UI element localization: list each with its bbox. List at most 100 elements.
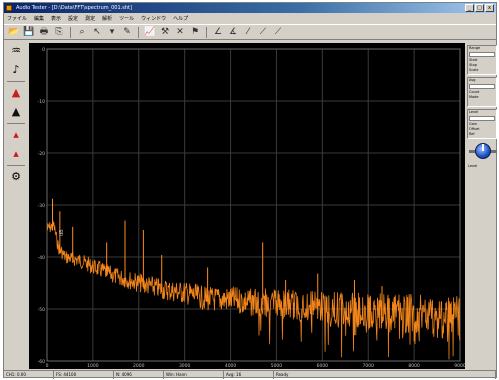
maximize-button[interactable]: □	[475, 4, 484, 12]
red-marker-icon: ▴	[13, 128, 19, 141]
line-a-icon: ∠	[213, 27, 223, 37]
knob-label: Level	[468, 164, 478, 168]
panel-input-field[interactable]	[469, 52, 495, 57]
right-control-panel: Range Start Stop Scale Avg Count Mode Level Ga…	[467, 43, 497, 369]
panel-input-field[interactable]	[469, 116, 495, 121]
menu-settings[interactable]: 設定	[68, 16, 79, 22]
y-tick-label: -30	[38, 203, 45, 209]
palette-separator	[7, 123, 25, 124]
menu-analysis[interactable]: 解析	[102, 16, 113, 22]
status-average: Avg: 16	[224, 371, 274, 379]
waveform-tool-button[interactable]: ♒	[6, 43, 26, 59]
panel-field-label: Mode	[469, 95, 479, 99]
black-probe-tool-button[interactable]: ▲	[6, 104, 26, 120]
level-knob-control[interactable]	[469, 141, 497, 163]
status-sample-rate: FS: 44100	[54, 371, 114, 379]
y-tick-label: -20	[38, 151, 45, 157]
y-tick-label: -10	[38, 99, 45, 105]
zoom-icon: ⌕	[79, 27, 85, 37]
panel-field-label: Offset	[469, 127, 480, 131]
x-tick-label: 6000	[317, 363, 329, 369]
toolbar-separator	[206, 26, 207, 38]
app-icon	[6, 5, 12, 11]
line-b-icon: ∡	[228, 27, 238, 37]
menu-view[interactable]: 表示	[51, 16, 62, 22]
plot-border	[46, 48, 461, 362]
palette-separator	[7, 81, 25, 82]
status-window: Win: Hann	[164, 371, 224, 379]
spectrum-plot[interactable]: 0 1000 2000 3000 4000 5000 6000 7000 8000 9000 0 -1…	[29, 43, 465, 369]
cross-button[interactable]: ✕	[174, 26, 186, 38]
red-probe-icon: ▲	[11, 86, 21, 99]
save-icon: 💾	[23, 27, 35, 37]
measure-icon: ⚒	[160, 27, 170, 37]
spectrum-tool-button[interactable]: ♪	[6, 62, 26, 78]
y-tick-label: -40	[38, 255, 45, 261]
copy-button[interactable]: ⎘	[53, 26, 65, 38]
cursor-button[interactable]: ↖	[91, 26, 103, 38]
average-group: Avg Count Mode	[467, 77, 497, 107]
x-tick-label: 7000	[362, 363, 374, 369]
panel-field-label: Ref	[469, 132, 475, 136]
save-button[interactable]: 💾	[23, 26, 35, 38]
open-button[interactable]: 📂	[8, 26, 20, 38]
marker-button[interactable]: ▾	[106, 26, 118, 38]
line-a-button[interactable]: ∠	[212, 26, 224, 38]
status-message: Ready	[274, 371, 496, 379]
red-marker-2-tool-button[interactable]: ▴	[6, 146, 26, 162]
toolbar-separator	[70, 26, 71, 38]
level-knob[interactable]	[475, 143, 491, 159]
line-c-button[interactable]: ⁄	[242, 26, 254, 38]
line-c-icon: ⁄	[247, 27, 249, 37]
close-button[interactable]: x	[485, 4, 494, 12]
pen-button[interactable]: ✎	[121, 26, 133, 38]
x-tick-label: 0	[46, 363, 49, 369]
y-tick-label: -50	[38, 307, 45, 313]
line-d-button[interactable]: ⟋	[257, 26, 269, 38]
menu-tools[interactable]: ツール	[119, 16, 135, 22]
pick-button[interactable]: ⚑	[189, 26, 201, 38]
measure-button[interactable]: ⚒	[159, 26, 171, 38]
zoom-button[interactable]: ⌕	[76, 26, 88, 38]
line-e-icon: ⟋	[274, 27, 282, 37]
line-b-button[interactable]: ∡	[227, 26, 239, 38]
settings-tool-button[interactable]: ⚙	[6, 169, 26, 185]
status-channel: CH1: 0.00	[4, 371, 54, 379]
menu-edit[interactable]: 編集	[34, 16, 45, 22]
red-marker-2-icon: ▴	[13, 147, 19, 160]
y-tick-label: 0	[42, 47, 45, 53]
title-bar: Audio Tester - [D:\Data\FFT\spectrum_001…	[4, 3, 496, 13]
pick-icon: ⚑	[190, 27, 200, 37]
level-group: Level Gain Offset Ref	[467, 109, 497, 139]
spectrum-chart-svg: 0 1000 2000 3000 4000 5000 6000 7000 8000 9000 0 -1…	[29, 43, 465, 369]
x-tick-label: 3000	[179, 363, 191, 369]
x-tick-label: 2000	[133, 363, 145, 369]
y-tick-label: -60	[38, 359, 45, 365]
print-button[interactable]: 🖶	[38, 26, 50, 38]
menu-measure[interactable]: 測定	[85, 16, 96, 22]
marker-icon: ▾	[109, 27, 115, 37]
menu-file[interactable]: ファイル	[7, 16, 28, 22]
minimize-button[interactable]: _	[465, 4, 474, 12]
red-marker-tool-button[interactable]: ▴	[6, 127, 26, 143]
panel-field-label: Start	[469, 58, 478, 62]
menu-window[interactable]: ウィンドウ	[141, 16, 167, 22]
panel-input-field[interactable]	[469, 84, 495, 89]
toolbar-separator	[138, 26, 139, 38]
line-e-button[interactable]: ⟋	[272, 26, 284, 38]
panel-field-label: Scale	[469, 68, 479, 72]
menu-help[interactable]: ヘルプ	[173, 16, 189, 22]
x-tick-label: 8000	[408, 363, 420, 369]
line-d-icon: ⟋	[259, 27, 267, 37]
pen-icon: ✎	[123, 27, 131, 37]
window-controls: _ □ x	[465, 4, 494, 12]
red-probe-tool-button[interactable]: ▲	[6, 85, 26, 101]
copy-icon: ⎘	[55, 27, 63, 37]
black-probe-icon: ▲	[11, 105, 21, 118]
chart-button[interactable]: 📈	[144, 26, 156, 38]
chart-icon: 📈	[144, 27, 156, 37]
left-tool-palette: ♒ ♪ ▲ ▲ ▴ ▴ ⚙	[6, 43, 28, 343]
menu-bar: ファイル 編集 表示 設定 測定 解析 ツール ウィンドウ ヘルプ	[4, 14, 496, 23]
window-title: Audio Tester - [D:\Data\FFT\spectrum_001…	[16, 5, 132, 11]
panel-field-label: Count	[469, 90, 480, 94]
